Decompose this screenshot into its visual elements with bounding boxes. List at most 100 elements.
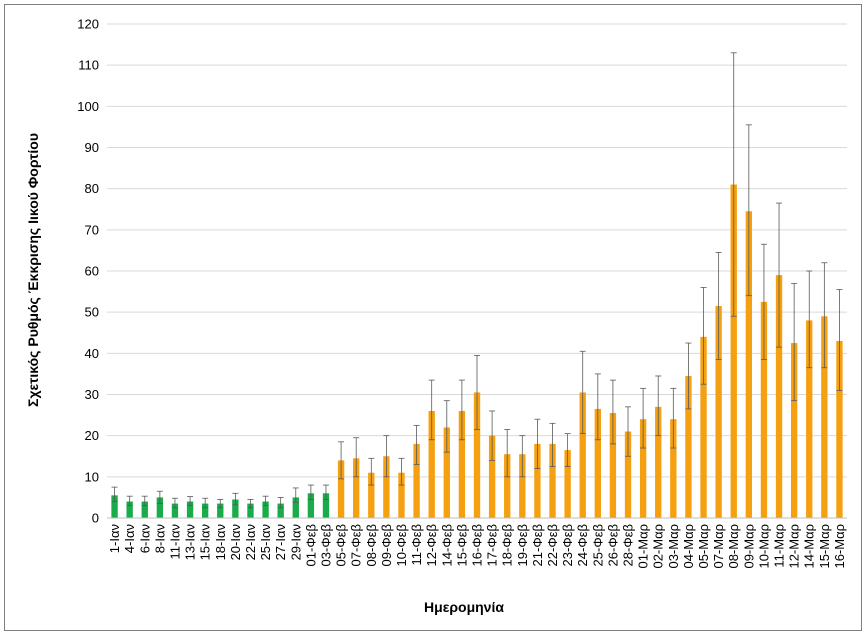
x-tick-label: 16-Μαρ [832,524,847,569]
bar [685,375,692,518]
bar [247,503,254,518]
error-bar [443,400,450,453]
bar [262,501,269,518]
x-tick-label: 21-Φεβ [530,524,545,566]
bar [413,443,420,518]
bar [201,503,209,518]
x-tick-label: 08-Φεβ [364,524,379,566]
error-bar [428,379,435,441]
bar [488,435,496,518]
x-tick-label: 12-Φεβ [424,524,439,566]
error-bar [156,490,163,504]
bar [549,443,556,518]
x-tick-label: 18-Φεβ [500,524,515,566]
error-bar [458,379,465,441]
bar [368,472,375,518]
bar [594,408,601,518]
error-bars [111,52,843,509]
x-tick-label: 12-Μαρ [787,524,802,569]
x-tick-label: 22-Ιαν [243,524,258,560]
error-bar [836,289,843,391]
x-tick-label: 6-Ιαν [137,524,152,553]
error-bar [141,495,148,507]
bar [383,456,390,518]
x-tick-label: 23-Φεβ [560,524,575,566]
bar [277,503,284,518]
bar [670,419,677,518]
bar [443,427,450,518]
error-bar [353,437,360,478]
error-bar [202,497,209,509]
bar [760,301,768,518]
x-tick-label: 05-Φεβ [334,524,349,566]
x-tick-label: 15-Μαρ [817,524,832,569]
x-tick-label: 15-Φεβ [454,524,469,566]
bar [745,211,753,518]
bar [579,392,586,518]
error-bar [232,492,239,506]
error-bar [126,495,133,507]
error-bar [776,202,783,348]
bar [730,184,737,519]
error-bar [474,354,480,430]
bar [609,413,617,518]
x-tick-label: 08-Μαρ [726,524,741,569]
error-bar [715,252,722,360]
x-tick-label: 11-Ιαν [167,524,182,559]
x-tick-label: 26-Φεβ [605,524,620,566]
error-bar [821,262,828,369]
bar [126,501,133,518]
error-bar [277,497,284,509]
x-tick-label: 05-Μαρ [696,524,711,569]
x-tick-label: 04-Μαρ [681,524,696,569]
x-tick-label: 11-Φεβ [409,524,424,565]
y-tick-label: 90 [85,140,99,155]
error-bar [609,379,616,445]
bars [111,184,843,519]
x-tick-label: 16-Φεβ [470,524,485,566]
bar [655,406,662,518]
error-bar [745,124,752,297]
bar [836,340,843,518]
error-bar [292,487,299,503]
x-tick-label: 14-Φεβ [439,524,454,566]
x-tick-label: 03-Μαρ [666,524,681,569]
bar [141,501,148,518]
x-tick-label: 25-Φεβ [590,524,605,566]
error-bar [187,496,194,507]
bar [337,460,345,518]
x-tick-label: 15-Ιαν [198,524,213,560]
x-tick-label: 28-Φεβ [621,524,636,566]
bar [790,343,798,518]
bar [700,336,707,518]
error-bar [700,287,707,385]
y-axis-title: Σχετικός Ρυθμός Έκκρισης Ιικού Φορτίου [25,133,41,407]
bar [821,316,828,518]
error-bar [111,486,118,502]
bar [504,454,511,518]
y-tick-label: 120 [77,17,99,32]
error-bar [519,435,526,478]
x-tick-label: 29-Ιαν [288,524,303,560]
error-bar [579,350,586,435]
error-bar [685,342,692,410]
error-bar [791,282,798,402]
y-tick-label: 60 [85,264,99,279]
error-bar [398,457,405,486]
x-tick-label: 09-Φεβ [379,524,394,566]
bar [217,503,224,518]
error-bar [262,495,269,507]
bar [564,450,571,518]
bar [775,275,783,518]
x-tick-label: 10-Μαρ [756,524,771,569]
x-tick-label: 8-Ιαν [152,524,167,553]
x-tick-labels: 1-Ιαν 4-Ιαν 6-Ιαν 8-Ιαν 11-Ιαν 13-Ιαν 15-Ιαν 18… [107,524,847,569]
x-tick-label: 25-Ιαν [258,524,273,560]
error-bar [670,387,677,449]
x-tick-label: 03-Φεβ [318,524,333,566]
error-bar [217,499,224,509]
x-tick-label: 20-Ιαν [228,524,243,560]
x-tick-label: 22-Φεβ [545,524,560,566]
bar [806,320,813,518]
